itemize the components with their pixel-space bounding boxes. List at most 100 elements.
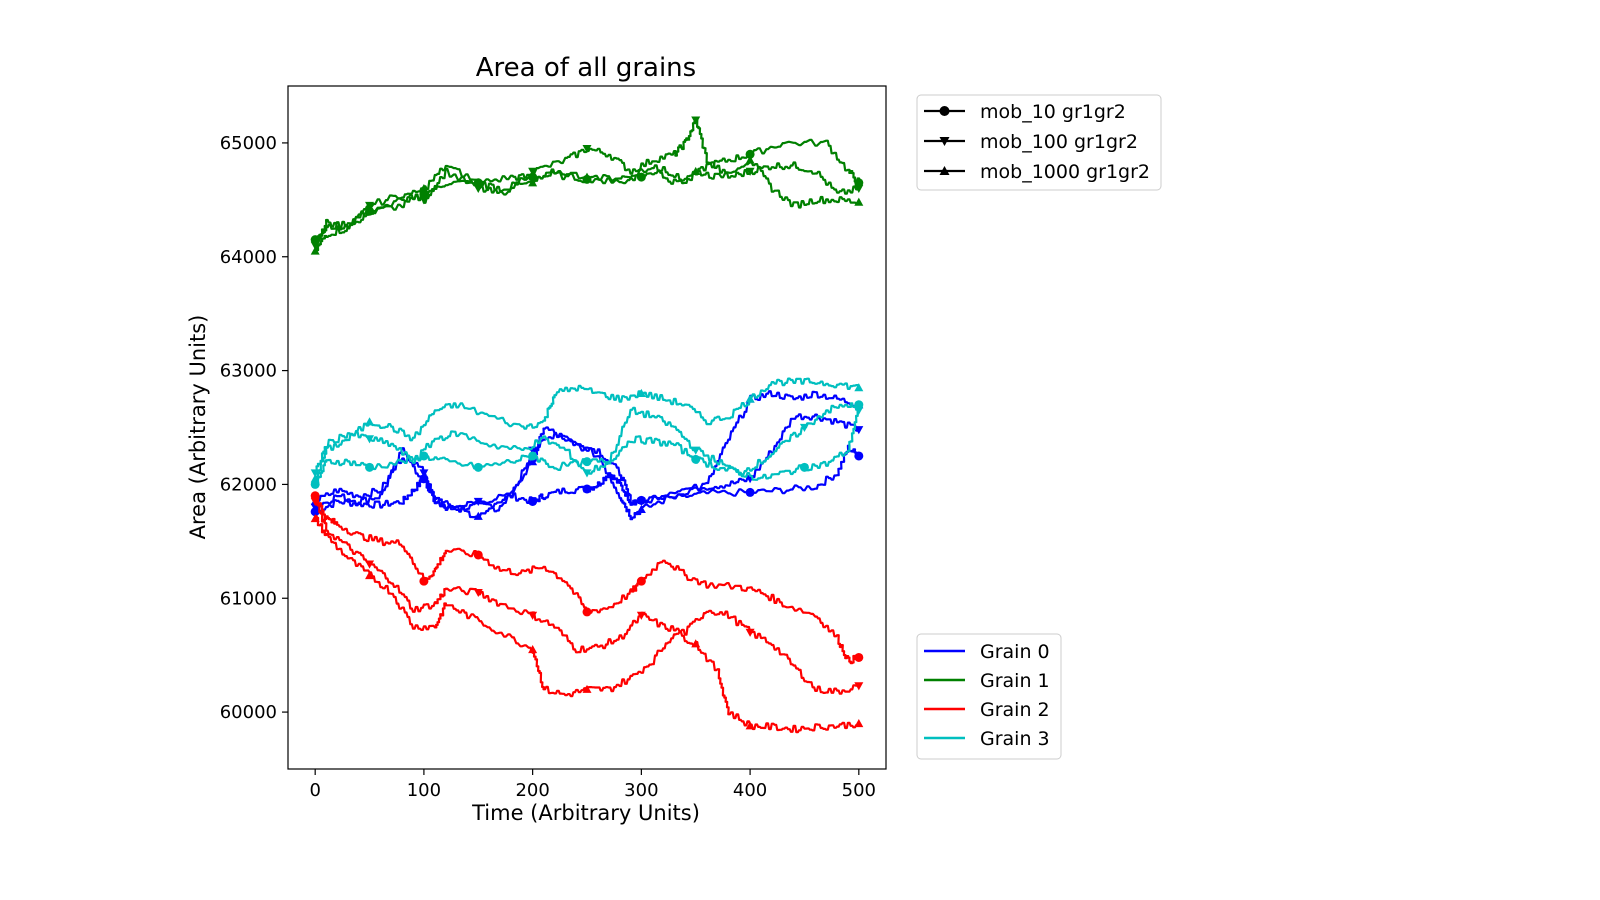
series-point-grain-0-mob-10-gr1gr2 [310,507,320,517]
series-point-grain-2-mob-1000-gr1gr2 [310,514,320,523]
series-point-grain-2-mob-100-gr1gr2 [854,682,864,691]
chart-title: Area of all grains [476,53,696,83]
y-tick-label: 64000 [220,247,277,268]
marker-legend-label: mob_10 gr1gr2 [980,101,1126,123]
y-axis-label: Area (Arbitrary Units) [186,315,210,540]
y-tick-label: 63000 [220,361,277,382]
series-point-grain-1-mob-100-gr1gr2 [419,196,429,205]
series-point-grain-3-mob-1000-gr1gr2 [745,394,755,403]
series-point-grain-0-mob-100-gr1gr2 [854,426,864,435]
series-point-grain-3-mob-10-gr1gr2 [528,451,538,461]
series-point-grain-2-mob-100-gr1gr2 [636,611,646,620]
y-tick-label: 62000 [220,474,277,495]
series-point-grain-2-mob-1000-gr1gr2 [745,721,755,730]
series-point-grain-1-mob-1000-gr1gr2 [419,183,429,193]
marker-legend-label: mob_100 gr1gr2 [980,131,1138,153]
series-line-grain-3-mob-1000-gr1gr2 [315,377,860,480]
series-point-grain-2-mob-1000-gr1gr2 [854,718,864,728]
series-point-grain-0-mob-10-gr1gr2 [854,451,864,461]
series-point-grain-2-mob-1000-gr1gr2 [528,644,538,654]
series-point-grain-3-mob-10-gr1gr2 [582,457,592,467]
marker-legend-label: mob_1000 gr1gr2 [980,161,1150,183]
x-tick-label: 0 [309,780,320,801]
color-legend-label: Grain 0 [980,641,1050,663]
series-point-grain-3-mob-1000-gr1gr2 [365,417,375,426]
series-point-grain-3-mob-100-gr1gr2 [582,469,592,478]
series-point-grain-0-mob-10-gr1gr2 [528,496,538,506]
color-legend-label: Grain 3 [980,728,1050,750]
series-point-grain-0-mob-100-gr1gr2 [636,497,646,506]
marker-legend-symbol [939,106,950,116]
series-point-grain-0-mob-1000-gr1gr2 [528,457,538,466]
series-point-grain-2-mob-1000-gr1gr2 [582,684,592,693]
marker-legend-symbol [939,166,950,175]
series-point-grain-2-mob-1000-gr1gr2 [691,639,701,648]
series-point-grain-1-mob-10-gr1gr2 [636,172,646,182]
color-legend-label: Grain 1 [980,670,1050,692]
series-point-grain-2-mob-1000-gr1gr2 [365,570,375,580]
series-point-grain-3-mob-100-gr1gr2 [365,435,375,444]
series-point-grain-3-mob-10-gr1gr2 [799,462,809,472]
marker-legend: mob_10 gr1gr2 mob_100 gr1gr2 mob_1000 gr1g… [916,94,1162,191]
series-point-grain-1-mob-100-gr1gr2 [310,241,320,250]
series-point-grain-1-mob-1000-gr1gr2 [582,172,592,181]
series-point-grain-1-mob-1000-gr1gr2 [473,178,483,187]
series-point-grain-1-mob-1000-gr1gr2 [691,166,701,175]
series-point-grain-0-mob-1000-gr1gr2 [636,504,646,514]
series-point-grain-3-mob-100-gr1gr2 [799,423,809,432]
series-point-grain-2-mob-10-gr1gr2 [419,576,429,586]
series-point-grain-1-mob-100-gr1gr2 [365,201,375,211]
x-tick-label: 300 [624,780,658,801]
series-point-grain-3-mob-100-gr1gr2 [691,446,701,455]
plot-frame [287,85,887,770]
y-tick-label: 65000 [220,133,277,154]
series-point-grain-2-mob-100-gr1gr2 [310,497,320,506]
x-axis-label: Time (Arbitrary Units) [471,801,700,825]
series-point-grain-2-mob-100-gr1gr2 [473,588,483,598]
color-legend: Grain 0 Grain 1 Grain 2 Grain 3 [916,633,1062,760]
series-point-grain-0-mob-10-gr1gr2 [582,484,592,494]
series-point-grain-3-mob-10-gr1gr2 [691,454,701,464]
series-line-grain-2-mob-1000-gr1gr2 [315,515,860,734]
series-point-grain-1-mob-100-gr1gr2 [745,167,755,176]
series-point-grain-1-mob-1000-gr1gr2 [745,155,755,164]
x-tick-label: 100 [407,780,441,801]
series-point-grain-1-mob-100-gr1gr2 [691,116,701,125]
series-group [310,116,864,734]
series-point-grain-1-mob-10-gr1gr2 [745,149,755,159]
series-line-grain-3-mob-100-gr1gr2 [315,402,861,476]
series-line-grain-2-mob-10-gr1gr2 [315,494,861,665]
x-tick-label: 500 [842,780,876,801]
series-point-grain-0-mob-100-gr1gr2 [419,469,429,478]
series-point-grain-2-mob-10-gr1gr2 [473,550,483,560]
series-point-grain-1-mob-1000-gr1gr2 [365,206,375,215]
series-line-grain-3-mob-10-gr1gr2 [315,404,861,483]
x-tick-label: 400 [733,780,767,801]
series-point-grain-1-mob-1000-gr1gr2 [310,246,320,255]
plot-area: 0 100 200 300 400 500 60000 61000 62000 63000 6400… [220,85,887,801]
series-point-grain-3-mob-10-gr1gr2 [473,462,483,472]
x-tick-label: 200 [515,780,549,801]
series-point-grain-2-mob-10-gr1gr2 [636,576,646,586]
marker-legend-symbol [939,137,950,146]
series-point-grain-2-mob-10-gr1gr2 [582,607,592,617]
series-point-grain-0-mob-100-gr1gr2 [473,497,483,506]
series-point-grain-1-mob-100-gr1gr2 [854,184,864,193]
series-line-grain-2-mob-100-gr1gr2 [315,500,859,695]
series-point-grain-0-mob-1000-gr1gr2 [473,511,483,520]
series-point-grain-1-mob-1000-gr1gr2 [528,178,538,187]
color-legend-label: Grain 2 [980,699,1050,721]
y-tick-label: 61000 [220,588,277,609]
series-point-grain-3-mob-10-gr1gr2 [365,462,375,472]
series-point-grain-1-mob-1000-gr1gr2 [854,197,864,206]
series-line-grain-0-mob-1000-gr1gr2 [315,390,860,521]
series-point-grain-0-mob-1000-gr1gr2 [419,474,429,483]
series-point-grain-1-mob-10-gr1gr2 [528,172,538,182]
color-legend-box [916,633,1062,760]
marker-legend-box [916,94,1162,191]
series-line-grain-1-mob-100-gr1gr2 [315,118,860,244]
series-point-grain-1-mob-100-gr1gr2 [528,167,538,176]
series-point-grain-3-mob-100-gr1gr2 [310,469,320,478]
series-point-grain-3-mob-1000-gr1gr2 [636,388,646,397]
